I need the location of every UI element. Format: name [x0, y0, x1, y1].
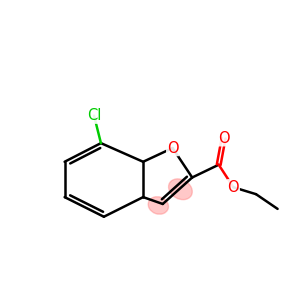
Ellipse shape	[148, 197, 169, 214]
Text: O: O	[167, 140, 178, 155]
Text: Cl: Cl	[87, 108, 101, 123]
Text: O: O	[218, 131, 230, 146]
Text: O: O	[228, 180, 239, 195]
Ellipse shape	[169, 179, 192, 200]
